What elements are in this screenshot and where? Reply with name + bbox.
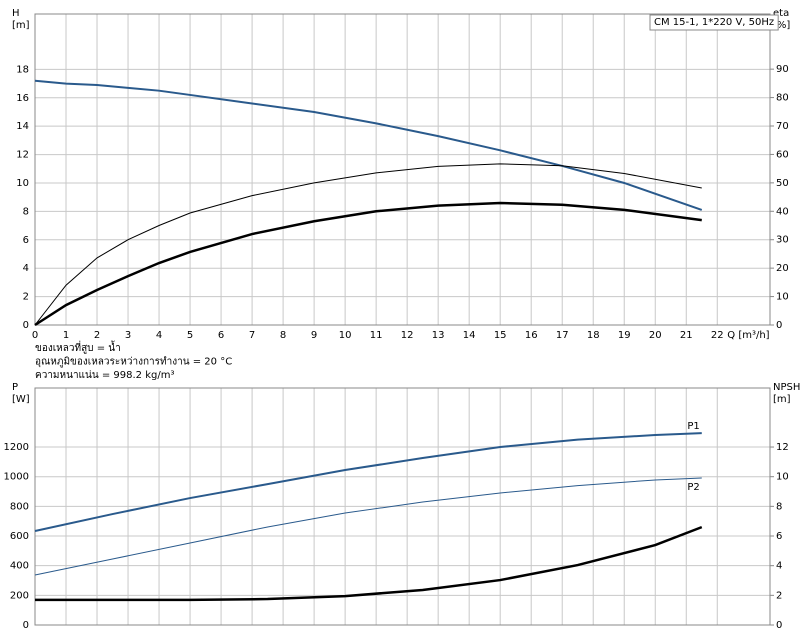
x-tick-label: 12: [401, 330, 414, 341]
y-tick-label: 400: [10, 561, 29, 572]
x-tick-label: 5: [187, 330, 193, 341]
legend-box: [649, 14, 779, 31]
x-tick-label: 10: [339, 330, 352, 341]
y-tick-label: 10: [16, 178, 29, 189]
y2-axis-label: [%]: [773, 20, 790, 31]
y-axis-label: [m]: [12, 20, 30, 31]
x-tick-label: 21: [680, 330, 693, 341]
series-label: P1: [687, 421, 699, 432]
y2-tick-label: 70: [776, 121, 789, 132]
y-tick-label: 0: [23, 320, 29, 331]
series-line: [34, 201, 702, 327]
x-tick-label: 0: [32, 330, 38, 341]
plot-frame: [34, 387, 771, 626]
x-tick-label: 4: [156, 330, 162, 341]
y-axis-label: H: [12, 8, 20, 19]
series-label: P2: [687, 482, 699, 493]
x-tick-label: 3: [125, 330, 131, 341]
y2-tick-label: 2: [776, 590, 782, 601]
x-tick-label: 16: [525, 330, 538, 341]
series-line: [34, 163, 702, 326]
y2-tick-label: 12: [776, 442, 789, 453]
y2-tick-label: 10: [776, 472, 789, 483]
y-tick-label: 8: [23, 206, 29, 217]
y-tick-label: 6: [23, 235, 29, 246]
y-axis-label: [W]: [12, 394, 30, 405]
y-tick-label: 800: [10, 501, 29, 512]
y2-tick-label: 90: [776, 64, 789, 75]
x-tick-label: 13: [432, 330, 445, 341]
y2-tick-label: 4: [776, 561, 782, 572]
y2-tick-label: 0: [776, 320, 782, 331]
x-axis-label: Q [m³/h]: [727, 330, 769, 341]
y2-axis-label: [m]: [773, 394, 791, 405]
series-line: [34, 79, 703, 211]
x-tick-label: 11: [370, 330, 383, 341]
y-tick-label: 16: [16, 93, 29, 104]
x-tick-label: 1: [63, 330, 69, 341]
x-tick-label: 8: [280, 330, 286, 341]
note: ของเหลวที่สูบ = น้ำ: [35, 340, 121, 354]
y2-tick-label: 60: [776, 149, 789, 160]
y2-tick-label: 10: [776, 292, 789, 303]
x-tick-label: 18: [587, 330, 600, 341]
y2-axis-label: NPSH: [773, 382, 800, 393]
y2-axis-label: eta: [773, 8, 789, 19]
x-tick-label: 22: [711, 330, 724, 341]
x-tick-label: 19: [618, 330, 631, 341]
series-line: [35, 525, 703, 602]
y-tick-label: 0: [23, 620, 29, 631]
y-tick-label: 12: [16, 150, 29, 161]
x-tick-label: 2: [94, 330, 100, 341]
y2-tick-label: 20: [776, 263, 789, 274]
y-tick-label: 600: [10, 531, 29, 542]
plot-frame: [34, 13, 771, 326]
y2-tick-label: 80: [776, 93, 789, 104]
x-tick-label: 6: [218, 330, 224, 341]
x-tick-label: 9: [311, 330, 317, 341]
y2-tick-label: 30: [776, 235, 789, 246]
y-tick-label: 1000: [4, 472, 29, 483]
y-tick-label: 18: [16, 64, 29, 75]
y-axis-label: P: [12, 382, 18, 393]
y2-tick-label: 40: [776, 206, 789, 217]
series-line: [34, 477, 702, 576]
note: ความหนาแน่น = 998.2 kg/m³: [35, 370, 174, 381]
y-tick-label: 1200: [4, 442, 29, 453]
y2-tick-label: 8: [776, 501, 782, 512]
x-tick-label: 20: [649, 330, 662, 341]
y2-tick-label: 0: [776, 620, 782, 631]
x-tick-label: 15: [494, 330, 507, 341]
x-tick-label: 17: [556, 330, 569, 341]
note: อุณหภูมิของเหลวระหว่างการทำงาน = 20 °C: [35, 357, 232, 368]
y-tick-label: 14: [16, 121, 29, 132]
series-line: [34, 432, 702, 532]
x-tick-label: 7: [249, 330, 255, 341]
x-tick-label: 14: [463, 330, 476, 341]
legend-title: CM 15-1, 1*220 V, 50Hz: [654, 17, 774, 28]
y-tick-label: 2: [23, 292, 29, 303]
y-tick-label: 4: [23, 263, 29, 274]
y-tick-label: 200: [10, 590, 29, 601]
y2-tick-label: 50: [776, 178, 789, 189]
y2-tick-label: 6: [776, 531, 782, 542]
